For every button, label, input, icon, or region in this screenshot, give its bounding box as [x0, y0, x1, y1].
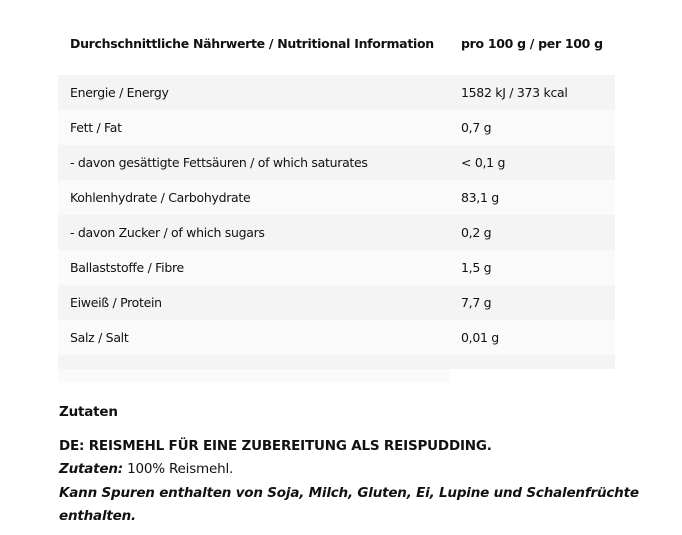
row-label: Kohlenhydrate / Carbohydrate — [70, 190, 251, 205]
empty-cell — [58, 369, 450, 383]
table-row: Ballaststoffe / Fibre 1,5 g — [58, 250, 615, 285]
header-label: Durchschnittliche Nährwerte / Nutritiona… — [70, 36, 434, 51]
row-label: Salz / Salt — [70, 330, 129, 345]
table-row: - davon gesättigte Fettsäuren / of which… — [58, 145, 615, 180]
row-value: 7,7 g — [461, 295, 492, 310]
row-value: 0,7 g — [461, 120, 492, 135]
row-label: Ballaststoffe / Fibre — [70, 260, 184, 275]
allergen-line-2: enthalten. — [59, 508, 136, 524]
empty-row — [58, 355, 615, 369]
ingredients-line: Zutaten: 100% Reismehl. — [59, 461, 233, 477]
row-label: Eiweiß / Protein — [70, 295, 162, 310]
row-label: - davon gesättigte Fettsäuren / of which… — [70, 155, 368, 170]
allergen-line-1: Kann Spuren enthalten von Soja, Milch, G… — [59, 485, 639, 501]
row-value: 0,2 g — [461, 225, 492, 240]
row-value: 1582 kJ / 373 kcal — [461, 85, 568, 100]
row-value: 83,1 g — [461, 190, 499, 205]
table-row: Energie / Energy 1582 kJ / 373 kcal — [58, 75, 615, 110]
ingredients-heading: Zutaten — [59, 404, 118, 420]
table-row: Kohlenhydrate / Carbohydrate 83,1 g — [58, 180, 615, 215]
ingredients-text: 100% Reismehl. — [122, 461, 234, 477]
ingredients-title: DE: REISMEHL FÜR EINE ZUBEREITUNG ALS RE… — [59, 438, 492, 454]
table-row: Salz / Salt 0,01 g — [58, 320, 615, 355]
row-label: Energie / Energy — [70, 85, 169, 100]
row-label: - davon Zucker / of which sugars — [70, 225, 265, 240]
table-row: Eiweiß / Protein 7,7 g — [58, 285, 615, 320]
row-value: 0,01 g — [461, 330, 499, 345]
ingredients-label: Zutaten: — [59, 461, 123, 477]
row-value: 1,5 g — [461, 260, 492, 275]
table-row: - davon Zucker / of which sugars 0,2 g — [58, 215, 615, 250]
header-value: pro 100 g / per 100 g — [461, 36, 603, 51]
row-value: < 0,1 g — [461, 155, 506, 170]
row-label: Fett / Fat — [70, 120, 122, 135]
table-row: Fett / Fat 0,7 g — [58, 110, 615, 145]
